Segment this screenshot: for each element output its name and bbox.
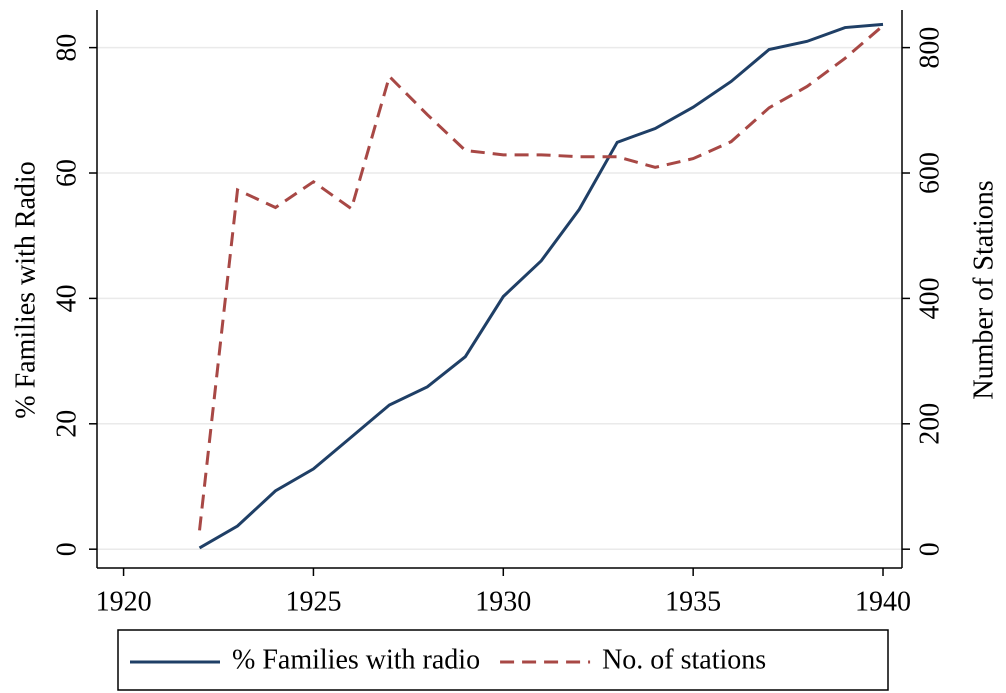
legend-label: % Families with radio (232, 644, 480, 675)
y2-tick-label: 800 (914, 27, 945, 69)
series-line (198, 24, 884, 531)
y2-axis-title: Number of Stations (968, 180, 999, 399)
y-tick-label: 80 (51, 34, 82, 62)
y-axis-title: % Families with Radio (10, 161, 41, 418)
x-tick-label: 1940 (855, 586, 911, 617)
x-tick-label: 1930 (475, 586, 531, 617)
series-line (198, 22, 884, 550)
y-tick-label: 20 (51, 410, 82, 438)
legend-box (117, 629, 889, 691)
x-tick-label: 1925 (285, 586, 341, 617)
x-tick-label: 1935 (665, 586, 721, 617)
y2-tick-label: 200 (914, 403, 945, 445)
legend-label: No. of stations (602, 644, 766, 675)
y-tick-label: 40 (51, 284, 82, 312)
y2-tick-label: 400 (914, 277, 945, 319)
y2-tick-label: 600 (914, 152, 945, 194)
x-tick-label: 1920 (96, 586, 152, 617)
y-tick-label: 0 (51, 542, 82, 556)
y2-tick-label: 0 (914, 542, 945, 556)
y-tick-label: 60 (51, 159, 82, 187)
